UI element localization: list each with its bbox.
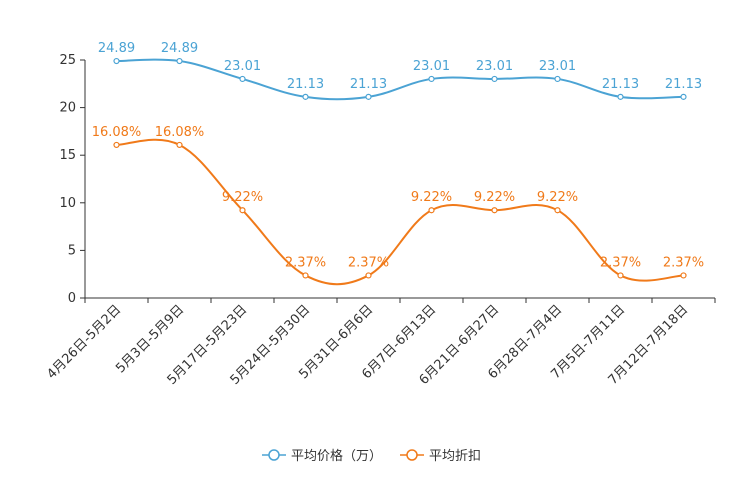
data-label: 21.13	[665, 77, 702, 92]
data-label: 23.01	[476, 59, 513, 74]
series-layer	[113, 57, 687, 286]
x-tick-label: 4月26日-5月2日	[44, 302, 124, 382]
data-point[interactable]	[302, 272, 309, 279]
data-point[interactable]	[617, 93, 624, 100]
data-label: 9.22%	[474, 190, 515, 205]
data-label: 21.13	[350, 77, 387, 92]
y-tick-label: 20	[59, 101, 76, 116]
data-label: 21.13	[287, 77, 324, 92]
data-point[interactable]	[554, 207, 561, 214]
data-label: 9.22%	[537, 190, 578, 205]
y-tick-label: 0	[68, 291, 76, 306]
data-point[interactable]	[365, 93, 372, 100]
data-label: 2.37%	[600, 255, 641, 270]
data-label: 21.13	[602, 77, 639, 92]
data-point[interactable]	[365, 272, 372, 279]
data-point[interactable]	[680, 272, 687, 279]
y-tick-label: 5	[68, 243, 76, 258]
data-point[interactable]	[680, 93, 687, 100]
data-label: 24.89	[98, 41, 135, 56]
axes: 05101520254月26日-5月2日5月3日-5月9日5月17日-5月23日…	[44, 53, 716, 388]
y-tick-label: 15	[59, 148, 76, 163]
data-point[interactable]	[176, 141, 183, 149]
data-point[interactable]	[113, 141, 120, 149]
data-label: 2.37%	[663, 255, 704, 270]
data-point[interactable]	[176, 57, 183, 65]
data-point[interactable]	[491, 207, 498, 214]
data-point[interactable]	[113, 57, 120, 65]
data-label: 23.01	[224, 59, 261, 74]
series-line-1	[116, 138, 684, 286]
series-line-0	[116, 58, 684, 101]
data-point[interactable]	[428, 75, 435, 83]
legend-label: 平均折扣	[429, 449, 481, 464]
data-label: 16.08%	[92, 125, 142, 140]
data-point[interactable]	[491, 75, 498, 83]
data-point[interactable]	[617, 272, 624, 279]
data-label: 24.89	[161, 41, 198, 56]
data-point[interactable]	[239, 75, 246, 83]
data-label: 9.22%	[222, 190, 263, 205]
data-labels: 24.89 24.89 23.01 21.13 21.13 23.01 23.01 23.01…	[92, 41, 704, 270]
legend[interactable]: 平均价格（万） 平均折扣	[262, 448, 481, 464]
data-point[interactable]	[302, 93, 309, 100]
data-point[interactable]	[239, 207, 246, 214]
y-tick-label: 10	[59, 196, 76, 211]
data-label: 23.01	[413, 59, 450, 74]
legend-item-1[interactable]: 平均折扣	[400, 449, 481, 464]
data-point[interactable]	[554, 75, 561, 83]
legend-item-0[interactable]: 平均价格（万）	[262, 448, 382, 464]
legend-marker	[406, 449, 418, 461]
y-tick-label: 25	[59, 53, 76, 68]
data-label: 23.01	[539, 59, 576, 74]
data-label: 2.37%	[348, 255, 389, 270]
data-point[interactable]	[428, 207, 435, 214]
data-label: 9.22%	[411, 190, 452, 205]
legend-label: 平均价格（万）	[291, 448, 382, 464]
data-label: 2.37%	[285, 255, 326, 270]
data-label: 16.08%	[155, 125, 205, 140]
legend-marker	[268, 449, 280, 461]
